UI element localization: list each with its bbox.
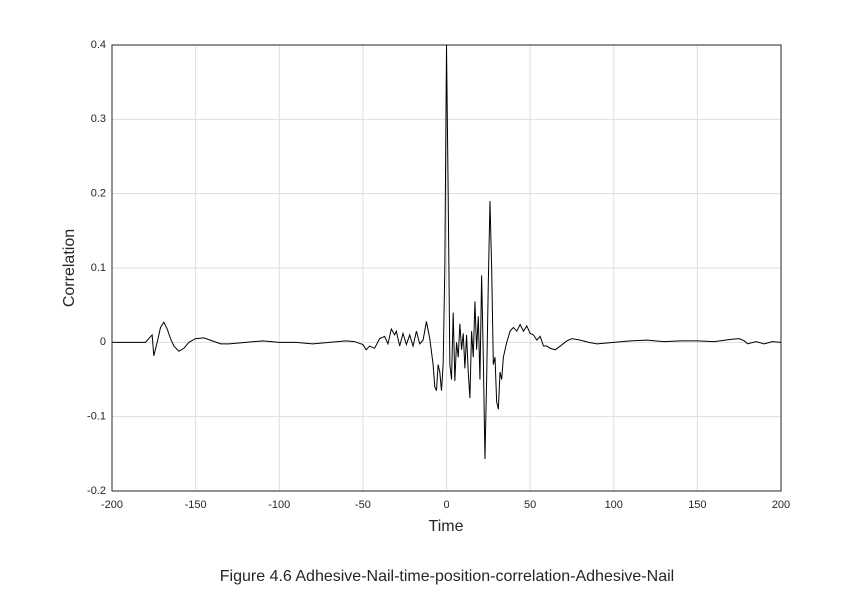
y-tick-label: -0.1 bbox=[87, 411, 106, 423]
y-tick-label: 0.2 bbox=[91, 188, 106, 200]
data-line bbox=[112, 44, 782, 460]
y-axis-label: Correlation bbox=[61, 229, 78, 307]
x-tick-label: 100 bbox=[605, 499, 623, 511]
x-tick-label: 150 bbox=[688, 499, 706, 511]
y-tick-label: 0.4 bbox=[91, 39, 106, 51]
x-tick-label: -100 bbox=[268, 499, 290, 511]
y-tick-label: 0 bbox=[100, 336, 106, 348]
x-tick-label: -200 bbox=[101, 499, 123, 511]
x-tick-label: 200 bbox=[772, 499, 790, 511]
x-tick-label: -50 bbox=[355, 499, 371, 511]
caption: Figure 4.6 Adhesive-Nail-time-position-c… bbox=[220, 568, 674, 585]
x-axis-label: Time bbox=[429, 518, 464, 535]
x-tick-label: -150 bbox=[185, 499, 207, 511]
y-tick-label: 0.3 bbox=[91, 113, 106, 125]
y-tick-label: 0.1 bbox=[91, 262, 106, 274]
x-tick-label: 0 bbox=[443, 499, 449, 511]
x-tick-label: 50 bbox=[524, 499, 536, 511]
y-tick-label: -0.2 bbox=[87, 485, 106, 497]
